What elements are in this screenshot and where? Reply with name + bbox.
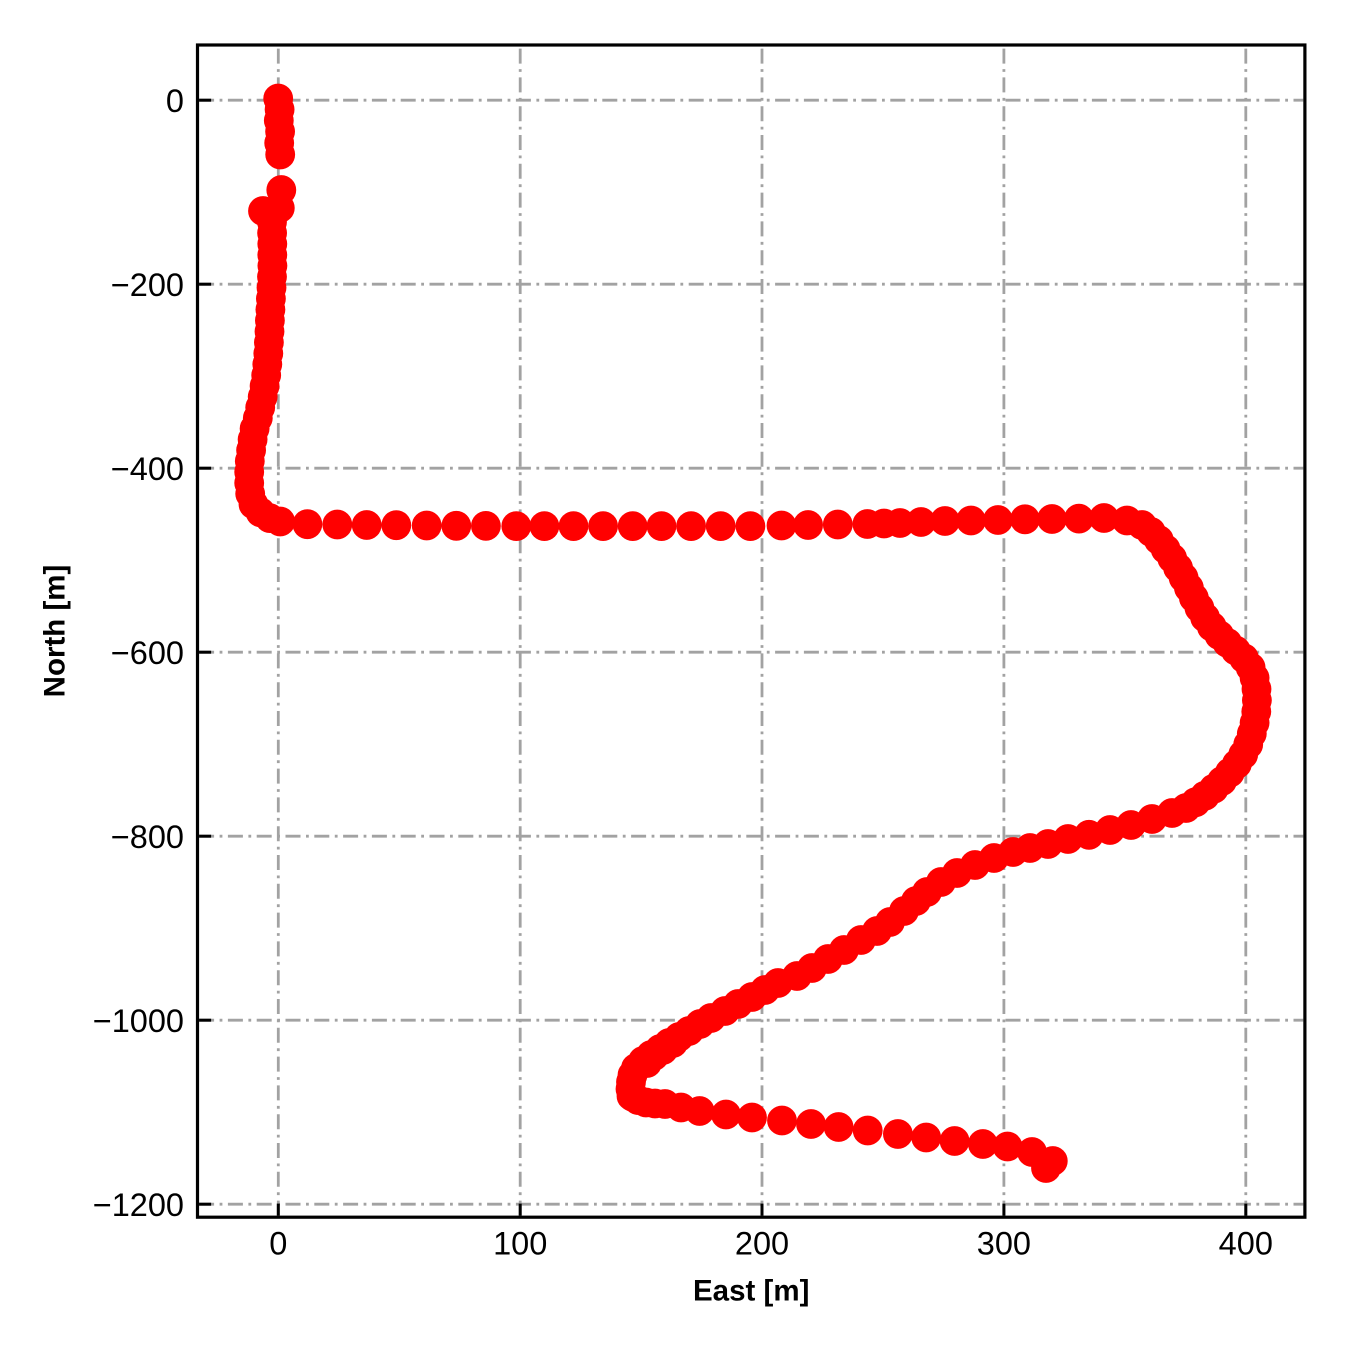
svg-text:−400: −400	[111, 451, 184, 487]
svg-text:−600: −600	[111, 635, 184, 671]
svg-text:0: 0	[269, 1226, 287, 1262]
svg-text:200: 200	[735, 1226, 789, 1262]
svg-text:0: 0	[166, 83, 184, 119]
svg-text:−800: −800	[111, 819, 184, 855]
svg-text:North [m]: North [m]	[39, 565, 72, 698]
svg-text:300: 300	[977, 1226, 1031, 1262]
svg-text:−200: −200	[111, 267, 184, 303]
svg-text:East [m]: East [m]	[693, 1275, 809, 1308]
svg-text:−1000: −1000	[93, 1003, 184, 1039]
svg-text:−1200: −1200	[93, 1187, 184, 1223]
svg-text:100: 100	[493, 1226, 547, 1262]
svg-text:400: 400	[1219, 1226, 1273, 1262]
